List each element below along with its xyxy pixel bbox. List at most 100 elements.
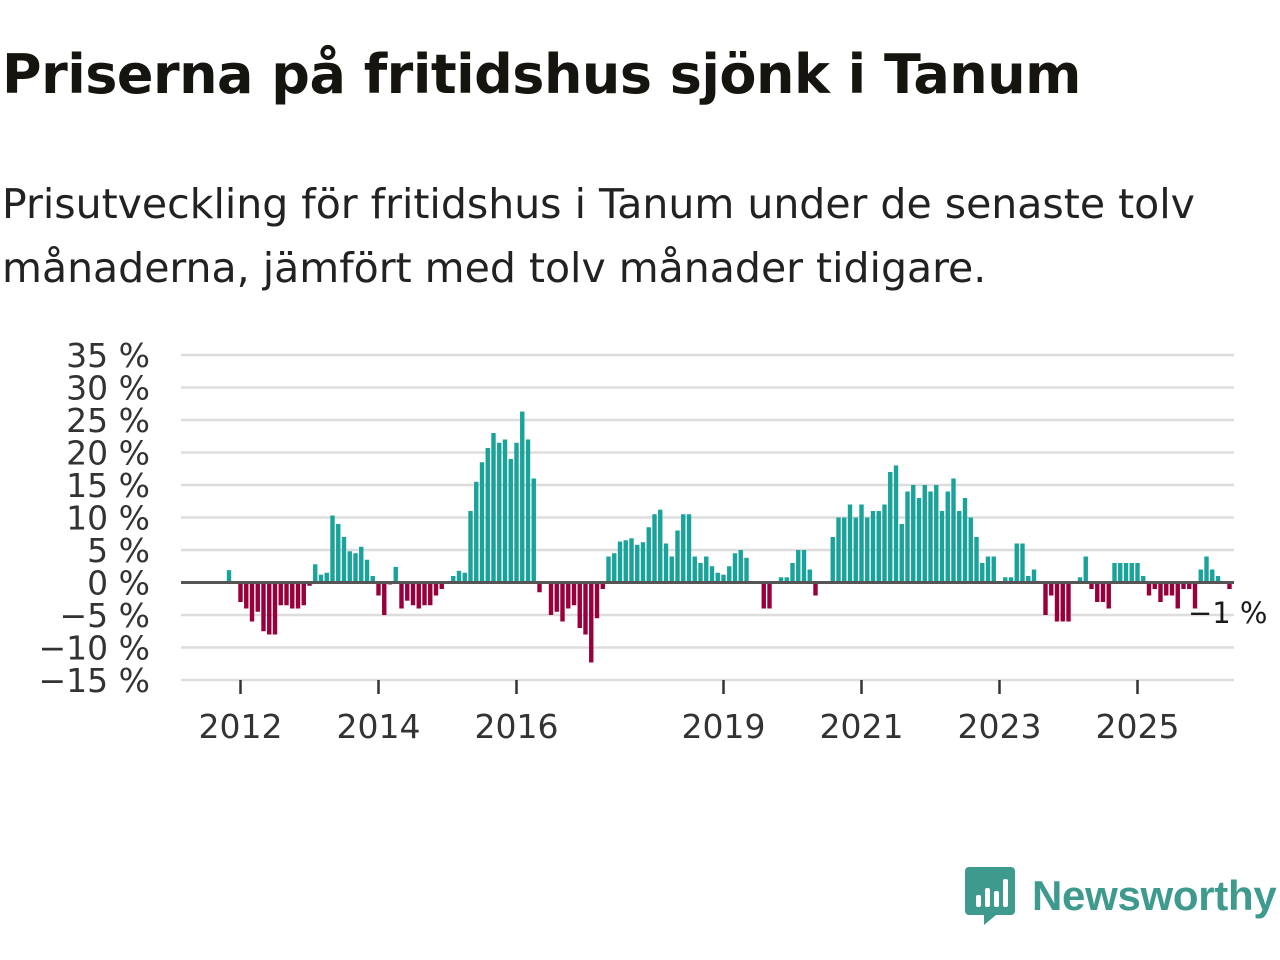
bar [715, 572, 720, 583]
bar [721, 574, 726, 583]
bar [284, 582, 289, 606]
bar [991, 556, 996, 583]
bar [876, 511, 881, 583]
y-tick-label: 15 % [66, 466, 150, 505]
y-tick-label: 30 % [66, 369, 150, 408]
bar [865, 517, 870, 583]
bar [859, 504, 864, 583]
bar [744, 557, 749, 583]
bar [945, 491, 950, 583]
bar [508, 459, 513, 583]
bar [336, 524, 341, 583]
bar [962, 498, 968, 583]
bar [928, 491, 933, 583]
bar [675, 530, 680, 583]
bar [836, 517, 841, 583]
bar [1204, 556, 1209, 583]
bar [341, 537, 347, 583]
bar [727, 566, 732, 583]
bar [1192, 582, 1198, 609]
y-tick-label: −10 % [39, 629, 151, 668]
bar [566, 582, 571, 609]
bar [1054, 582, 1060, 622]
newsworthy-logo-text: Newsworthy [1032, 872, 1277, 919]
bar [692, 556, 697, 583]
bar [801, 550, 807, 583]
bar [612, 553, 617, 583]
bar [1198, 569, 1203, 583]
bar [606, 556, 611, 583]
bar [393, 566, 398, 583]
bar [1141, 576, 1146, 583]
bar [980, 563, 985, 583]
labels: 35 %30 %25 %20 %15 %10 %5 %0 %−5 %−10 %−… [39, 336, 1268, 746]
bar [439, 582, 444, 589]
bar [290, 582, 295, 609]
bar [261, 582, 266, 632]
bar [359, 546, 364, 583]
bar [1106, 582, 1111, 609]
bar [905, 491, 910, 583]
bar [324, 572, 329, 583]
y-tick-label: 20 % [66, 434, 150, 473]
bar [554, 582, 559, 612]
bar [1187, 582, 1192, 589]
bar [658, 509, 663, 583]
bar [888, 472, 893, 583]
bar [313, 564, 318, 583]
bar [1043, 582, 1048, 615]
bar [916, 498, 922, 583]
bars [226, 411, 1232, 663]
bar [301, 582, 306, 606]
bar [732, 553, 738, 583]
bar [1066, 582, 1071, 622]
bar [594, 582, 600, 619]
y-tick-label: 0 % [87, 564, 150, 603]
bar [226, 570, 232, 583]
bar [1077, 577, 1083, 583]
bar [698, 563, 703, 583]
bar [1014, 543, 1019, 583]
bar [502, 439, 508, 583]
bar [778, 577, 784, 583]
bar [934, 485, 939, 583]
bar [1129, 563, 1134, 583]
bar [911, 485, 916, 583]
last-value-label: −1 % [1188, 596, 1268, 630]
bar [410, 582, 416, 606]
bar [1008, 577, 1014, 583]
bar [939, 511, 945, 583]
y-tick-label: 5 % [87, 531, 150, 570]
bar [629, 538, 634, 583]
bar [842, 517, 847, 583]
bar [422, 582, 427, 606]
bar [468, 511, 473, 583]
bar [531, 478, 536, 583]
bar [974, 537, 979, 583]
bar [738, 550, 743, 583]
gridlines [181, 353, 1234, 682]
x-tick-label: 2016 [475, 707, 559, 746]
x-tick-label: 2025 [1096, 707, 1180, 746]
bar [462, 572, 467, 583]
bar [1049, 582, 1054, 596]
bar [1152, 582, 1157, 589]
newsworthy-logo-icon [965, 867, 1015, 925]
bar [1020, 543, 1025, 583]
bar [433, 582, 439, 596]
bar [847, 504, 853, 583]
y-tick-label: −15 % [39, 661, 151, 700]
bar [635, 544, 640, 583]
bar [686, 514, 692, 583]
bar [663, 543, 669, 583]
bar [1181, 582, 1186, 589]
bar [704, 556, 709, 583]
bar [537, 582, 542, 593]
bar [681, 514, 686, 583]
bar [1164, 582, 1169, 596]
bar [307, 582, 312, 586]
chart-subtitle: Prisutveckling för fritidshus i Tanum un… [2, 180, 1195, 292]
bar [1169, 582, 1175, 596]
bar [796, 550, 801, 583]
bar [451, 576, 456, 583]
